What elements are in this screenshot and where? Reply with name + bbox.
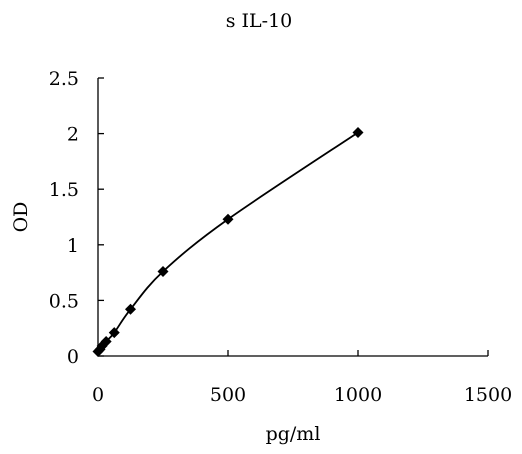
data-points	[92, 126, 364, 358]
y-tick-label: 0.5	[49, 290, 79, 312]
x-ticks: 0 500 1000 1500	[92, 350, 512, 406]
y-axis-label: OD	[10, 202, 32, 233]
y-tick-label: 1.5	[49, 179, 79, 201]
data-point	[352, 126, 364, 138]
chart-title: s IL-10	[226, 10, 293, 32]
x-axis-label: pg/ml	[266, 423, 321, 445]
x-tick-label: 0	[92, 384, 104, 406]
y-tick-label: 0	[67, 346, 79, 368]
fit-curve	[97, 131, 359, 353]
data-point	[108, 327, 120, 339]
x-tick-label: 500	[210, 384, 246, 406]
data-point	[157, 265, 169, 277]
data-point	[125, 303, 136, 315]
x-tick-label: 1500	[464, 384, 512, 406]
data-point	[100, 336, 112, 348]
x-tick-label: 1000	[334, 384, 382, 406]
plot-area: 0 0.5 1 1.5 2 2.5 0 500 1000 1500	[49, 68, 512, 406]
y-tick-label: 1	[67, 235, 79, 257]
data-point	[222, 213, 234, 225]
y-ticks: 0 0.5 1 1.5 2 2.5	[49, 68, 104, 368]
y-tick-label: 2	[67, 124, 79, 146]
y-tick-label: 2.5	[49, 68, 79, 90]
